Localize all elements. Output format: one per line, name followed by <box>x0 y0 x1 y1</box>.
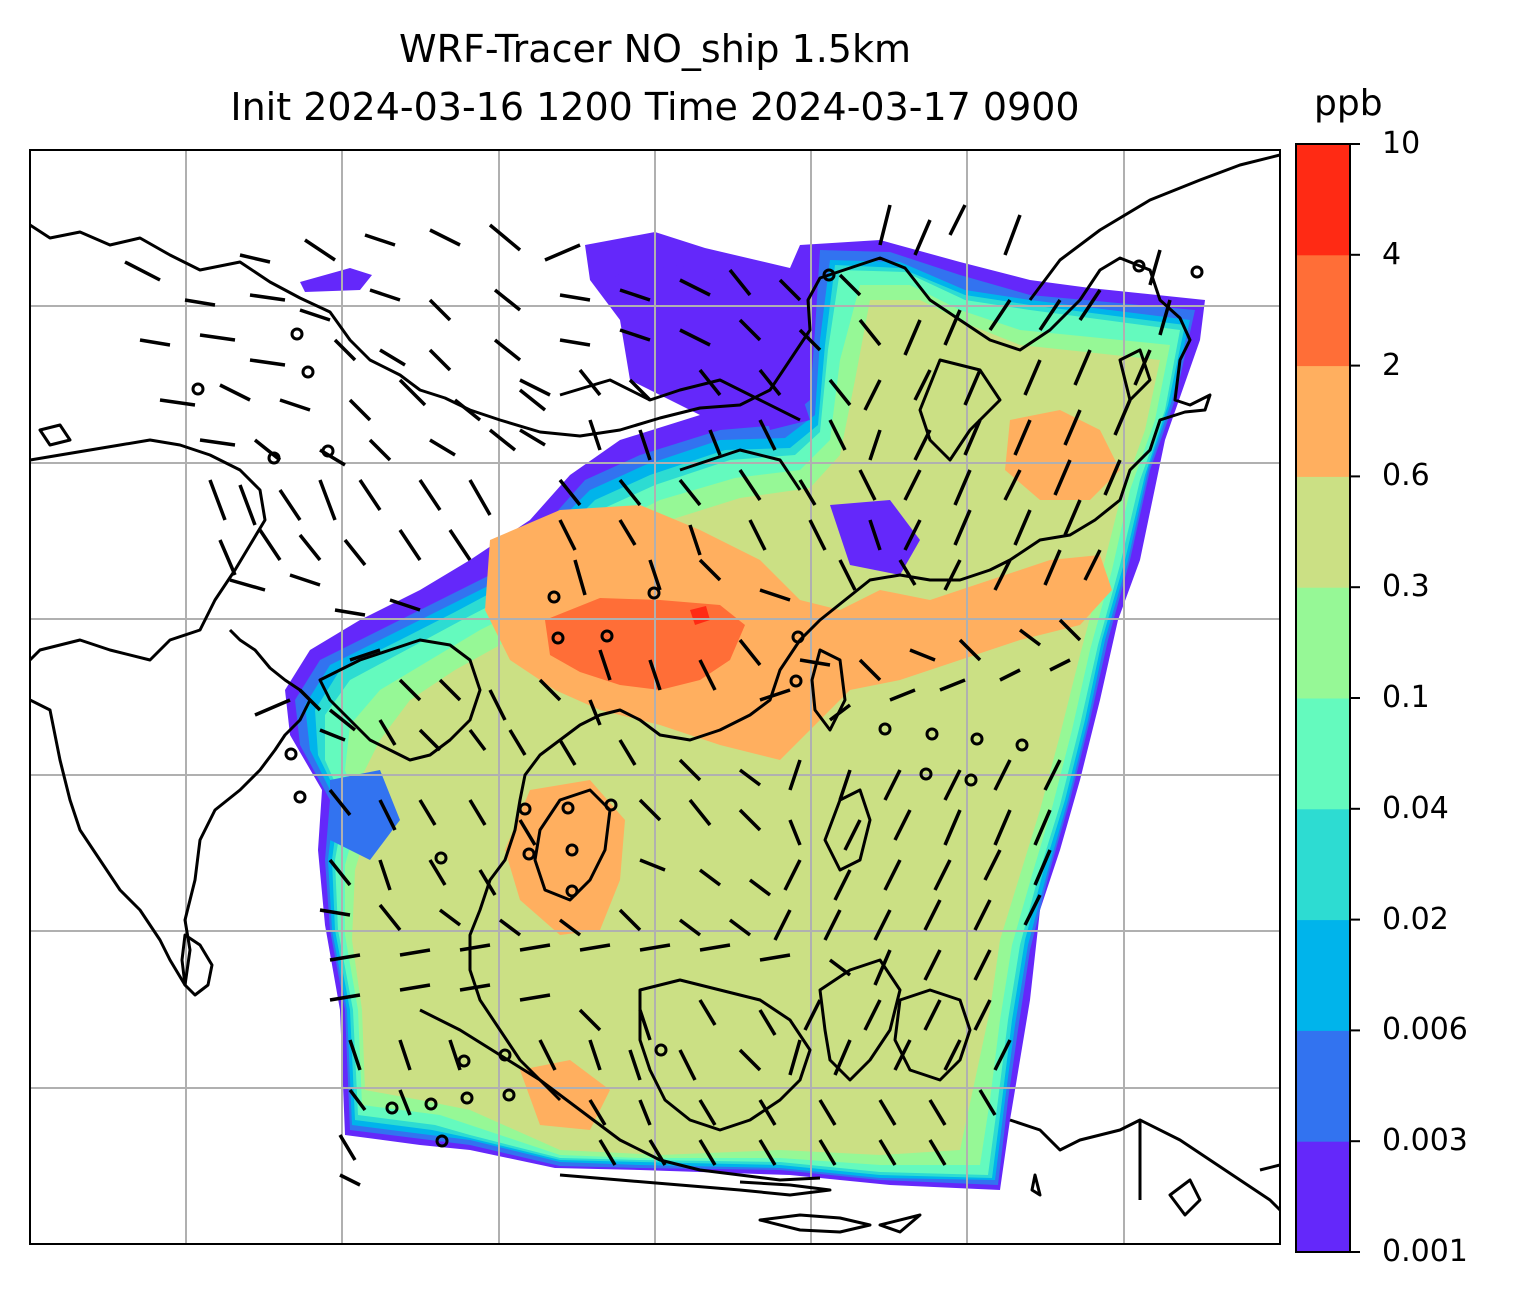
chart-title-line1: WRF-Tracer NO_ship 1.5km <box>399 27 911 71</box>
calm-wind-markers <box>191 259 1204 1148</box>
colorbar-segment <box>1296 144 1350 256</box>
colorbar-segment <box>1296 254 1350 367</box>
field-layer-4 <box>690 606 710 625</box>
colorbar-tick-label: 0.04 <box>1382 790 1449 826</box>
colorbar-segment <box>1296 919 1350 1031</box>
chart-title-line2: Init 2024-03-16 1200 Time 2024-03-17 090… <box>230 85 1080 129</box>
colorbar-tick-label: 0.001 <box>1382 1234 1468 1269</box>
colorbar-units: ppb <box>1314 83 1383 124</box>
colorbar-segment <box>1296 365 1350 477</box>
tracer-concentration-field <box>285 232 1205 1190</box>
colorbar-segment <box>1296 808 1350 921</box>
map-frame <box>29 149 1281 1245</box>
coastlines <box>30 153 1280 1234</box>
map-area <box>30 150 1280 1244</box>
colorbar-tick-label: 0.6 <box>1382 458 1430 494</box>
colorbar-segment <box>1296 698 1350 810</box>
wind-barbs <box>124 204 1172 1187</box>
field-low-patch <box>615 265 920 575</box>
map-gridlines <box>30 150 1280 1244</box>
colorbar-segment <box>1296 476 1350 588</box>
colorbar-tick-label: 0.1 <box>1382 680 1430 715</box>
colorbar-tick-label: 0.02 <box>1382 901 1449 937</box>
colorbar-ticks <box>1350 143 1360 1253</box>
colorbar-segment <box>1296 1141 1350 1253</box>
colorbar-tick-label: 0.003 <box>1382 1123 1468 1159</box>
field-layer-0.6 <box>485 410 1120 1130</box>
colorbar-tick-label: 4 <box>1382 236 1402 272</box>
colorbar <box>1296 144 1350 1253</box>
colorbar-tick-label: 10 <box>1382 126 1421 161</box>
colorbar-segment <box>1296 1030 1350 1142</box>
field-low-patch-2 <box>330 770 400 860</box>
colorbar-tick-label: 0.006 <box>1382 1012 1468 1048</box>
colorbar-tick-label: 0.3 <box>1382 569 1430 605</box>
colorbar-tick-label: 2 <box>1382 347 1402 383</box>
colorbar-segment <box>1296 587 1350 699</box>
